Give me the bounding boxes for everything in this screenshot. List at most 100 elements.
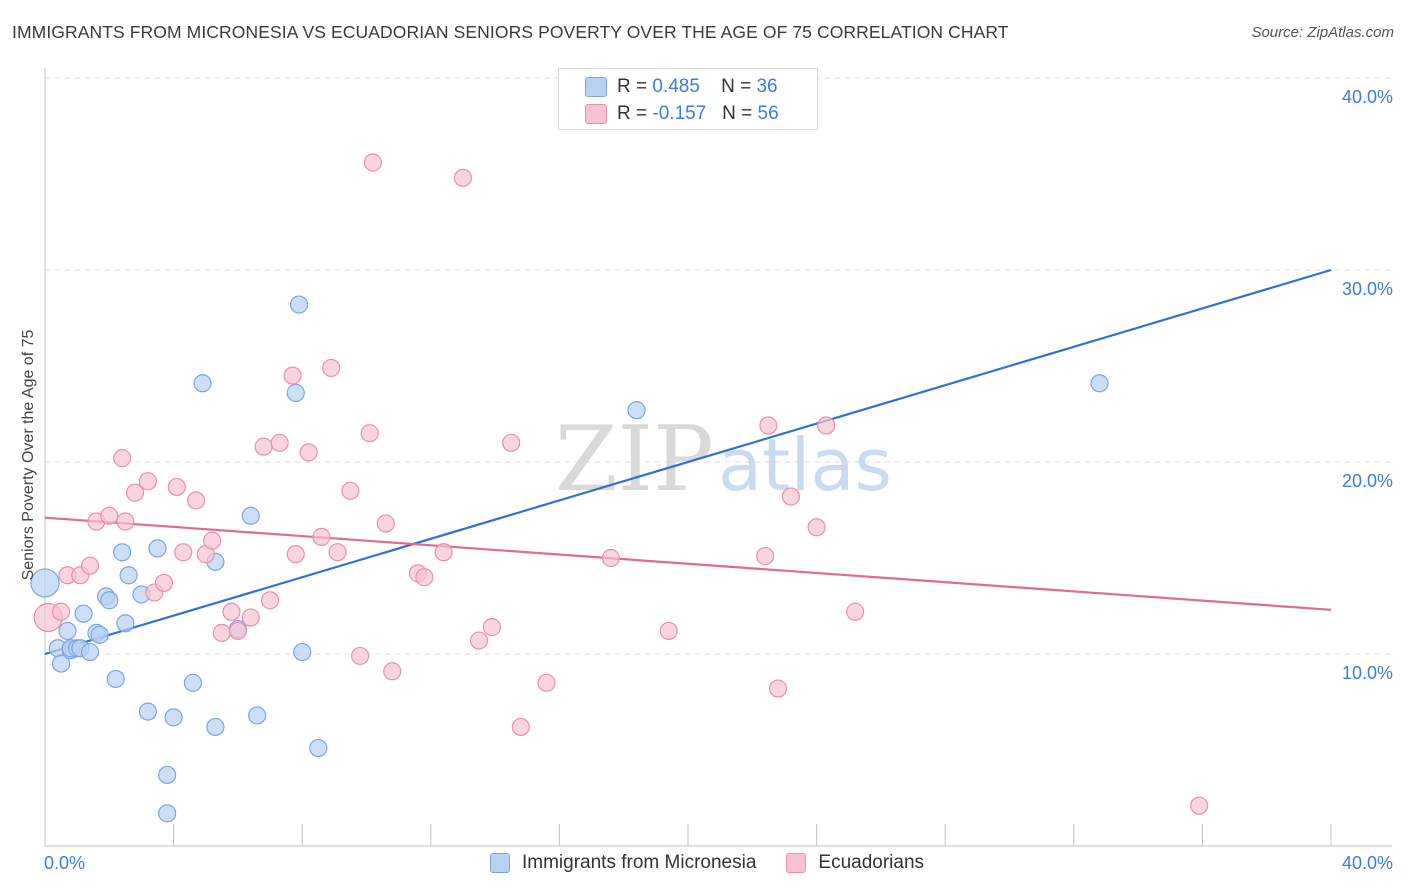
ecuadorian-point (350, 646, 370, 666)
ecuadorian-point (363, 153, 383, 172)
micronesia-point (74, 604, 93, 623)
x-tick-label-min: 0.0% (44, 853, 85, 873)
ecuadorian-point (601, 548, 620, 568)
ecuadorian-point (138, 472, 157, 491)
labels-layer: 10.0% 20.0% 30.0% 40.0% 0.0% 40.0% (44, 87, 1393, 873)
micronesia-point (183, 673, 202, 692)
micronesia-point (148, 539, 167, 558)
legend-label-micronesia: Immigrants from Micronesia (522, 852, 757, 873)
micronesia-point (80, 642, 100, 662)
ecuadorian-point (100, 506, 119, 525)
micronesia-point (289, 295, 309, 314)
ecuadorian-point (482, 618, 501, 637)
grid-layer (45, 77, 1392, 655)
micronesia-point (158, 804, 177, 823)
x-tick-label-max: 40.0% (1342, 853, 1393, 873)
ecuadorian-point (254, 437, 273, 456)
micronesia-point (286, 383, 305, 402)
stats-n-label: N = (721, 76, 752, 97)
stats-row-ecuadorians: R = -0.157 N = 56 (585, 101, 779, 127)
micronesia-point (90, 625, 109, 644)
stats-r-label: R = (617, 103, 648, 124)
ecuadorian-point (174, 543, 193, 562)
ecuadorian-point (299, 443, 318, 462)
micronesia-trendline (44, 268, 1332, 656)
ecuadorian-point (222, 602, 241, 621)
ecuadorian-point (502, 433, 521, 452)
legend-label-ecuadorians: Ecuadorians (818, 852, 925, 873)
ecuadorian-point (360, 424, 379, 443)
ecuadorian-point (807, 518, 826, 537)
ecuadorian-point (125, 483, 145, 502)
micronesia-point (116, 614, 135, 633)
ecuadorian-point (817, 416, 836, 435)
micronesia-point (113, 543, 132, 562)
ecuadorian-point (260, 591, 280, 610)
y-tick-label: 10.0% (1342, 663, 1393, 683)
ecuadorian-point (328, 543, 347, 562)
legend-item-micronesia[interactable]: Immigrants from Micronesia (490, 852, 756, 874)
y-axis-label: Seniors Poverty Over the Age of 75 (20, 330, 37, 581)
ecuadorian-point (212, 623, 231, 642)
micronesia-point (241, 506, 260, 525)
ecuadorian-point (511, 717, 530, 737)
axes-layer (44, 68, 1392, 847)
ecuadorian-point (415, 568, 434, 587)
legend-item-ecuadorians[interactable]: Ecuadorians (786, 852, 924, 874)
ecuadorian-point (1190, 796, 1209, 815)
watermark: ZIP atlas (555, 407, 892, 512)
source-credit: Source: ZipAtlas.com (1251, 24, 1394, 41)
y-tick-label: 40.0% (1342, 87, 1393, 107)
ecuadorian-point (759, 416, 778, 435)
micronesia-point (164, 708, 183, 727)
ecuadorian-point (203, 531, 222, 550)
ecuadorian-point (270, 433, 289, 452)
ecuadorian-point (376, 514, 395, 533)
stats-n-label: N = (722, 103, 753, 124)
ecuadorian-point (781, 487, 800, 506)
micronesia-point (138, 702, 157, 721)
stats-swatch-ecuadorians (585, 104, 607, 124)
ecuadorian-point (116, 512, 135, 531)
ecuadorian-point (283, 366, 302, 385)
ecuadorian-point (113, 449, 132, 468)
micronesia-point (293, 642, 312, 662)
ecuadorian-point (756, 546, 775, 566)
ecuadorian-point (453, 168, 473, 187)
ecuadorian-point (659, 621, 678, 641)
ecuadorian-point (167, 477, 186, 497)
micronesia-point (206, 717, 225, 737)
ecuadorian-point (51, 602, 71, 621)
stats-r-value-ecuadorians: -0.157 (652, 103, 707, 124)
micronesia-point (193, 374, 212, 393)
ecuadorian-point (228, 621, 247, 641)
bottom-legend: Immigrants from Micronesia Ecuadorians (490, 852, 954, 874)
ecuadorian-point (383, 662, 402, 681)
micronesia-point (627, 401, 646, 420)
ecuadorian-point (312, 527, 331, 546)
stats-r-label: R = (617, 76, 648, 97)
ecuadorian-point (768, 679, 788, 698)
stats-n-value-micronesia: 36 (756, 76, 778, 97)
stats-r-value-micronesia: 0.485 (652, 76, 700, 97)
ecuadorian-point (469, 631, 489, 650)
micronesia-point (119, 566, 138, 585)
ecuadorian-point (241, 608, 260, 627)
ecuadorian-trendline (44, 516, 1332, 611)
watermark-zip: ZIP (555, 407, 714, 512)
legend-swatch-micronesia (490, 853, 510, 873)
micronesia-point (248, 706, 267, 725)
ecuadorian-point (341, 481, 360, 500)
micronesia-point (309, 738, 328, 758)
y-tick-label: 30.0% (1342, 279, 1393, 299)
trend-layer (44, 268, 1332, 656)
stats-legend-box: R = 0.485 N = 36 R = -0.157 N = 56 (558, 68, 818, 130)
micronesia-point (158, 765, 177, 785)
ecuadorian-point (322, 358, 341, 378)
micronesia-point (1090, 374, 1109, 393)
micronesia-point (30, 568, 60, 598)
ecuadorian-point (846, 602, 865, 621)
ecuadorian-point (80, 556, 100, 575)
watermark-atlas: atlas (718, 423, 892, 507)
